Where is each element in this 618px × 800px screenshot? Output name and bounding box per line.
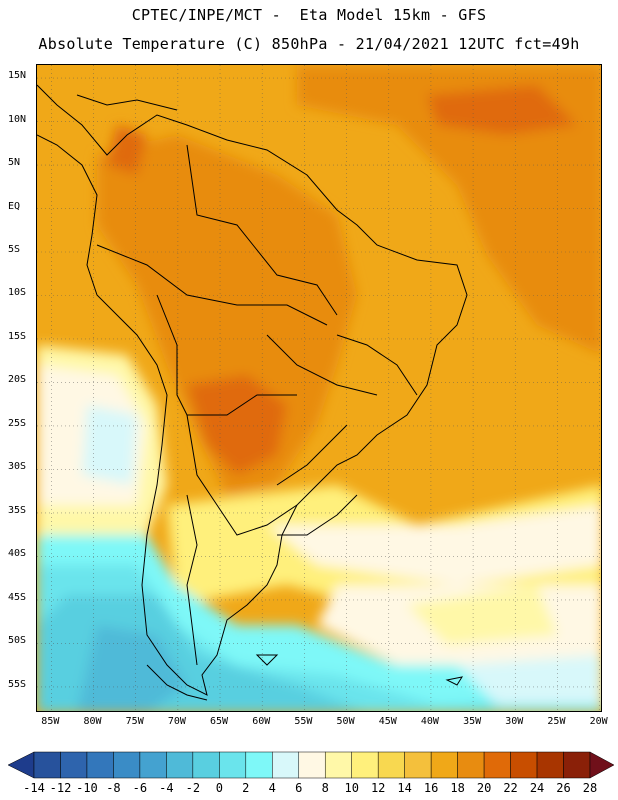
lon-tick-label: 65W bbox=[210, 716, 229, 727]
colorbar-swatch bbox=[457, 751, 485, 779]
colorbar-tick-label: 28 bbox=[582, 781, 598, 795]
lon-tick-label: 50W bbox=[336, 716, 355, 727]
colorbar-tick-label: 24 bbox=[529, 781, 545, 795]
colorbar-tick-label: -2 bbox=[185, 781, 201, 795]
lon-tick-label: 35W bbox=[463, 716, 482, 727]
colorbar-swatch bbox=[589, 751, 615, 779]
lat-tick-label: 50S bbox=[8, 635, 27, 647]
map-panel bbox=[36, 64, 602, 712]
title-field: Absolute Temperature (C) 850hPa - 21/04/… bbox=[38, 35, 580, 53]
lat-tick-label: 40S bbox=[8, 548, 27, 560]
lat-tick-label: EQ bbox=[8, 200, 21, 212]
colorbar-tick-label: 14 bbox=[397, 781, 412, 795]
colorbar-tick-label: 8 bbox=[321, 781, 329, 795]
lat-tick-label: 20S bbox=[8, 374, 27, 386]
colorbar-swatch bbox=[298, 751, 326, 779]
colorbar-tick-label: -10 bbox=[76, 781, 98, 795]
lon-tick-label: 25W bbox=[547, 716, 566, 727]
colorbar-swatch bbox=[351, 751, 379, 779]
colorbar-tick-label: 10 bbox=[344, 781, 359, 795]
colorbar-swatch bbox=[483, 751, 511, 779]
colorbar-swatch bbox=[377, 751, 405, 779]
lon-tick-label: 45W bbox=[378, 716, 397, 727]
lon-tick-label: 60W bbox=[252, 716, 271, 727]
lon-tick-label: 80W bbox=[83, 716, 102, 727]
colorbar-tick-label: 0 bbox=[215, 781, 223, 795]
lat-tick-label: 25S bbox=[8, 417, 27, 429]
colorbar-tick-label: -12 bbox=[49, 781, 72, 795]
colorbar-swatch bbox=[139, 751, 167, 779]
colorbar-swatch bbox=[404, 751, 432, 779]
lat-tick-label: 30S bbox=[8, 461, 27, 473]
colorbar-tick-label: 16 bbox=[423, 781, 439, 795]
colorbar-tick-label: 4 bbox=[268, 781, 276, 795]
colorbar-swatch bbox=[272, 751, 300, 779]
colorbar-tick-label: -8 bbox=[106, 781, 121, 795]
lon-tick-label: 85W bbox=[41, 716, 60, 727]
lon-tick-label: 30W bbox=[505, 716, 524, 727]
colorbar-swatch bbox=[33, 751, 61, 779]
lat-tick-label: 15N bbox=[8, 70, 27, 82]
lon-tick-label: 55W bbox=[294, 716, 313, 727]
lat-tick-label: 15S bbox=[8, 330, 27, 342]
lat-tick-label: 35S bbox=[8, 504, 27, 516]
colorbar-swatch bbox=[192, 751, 220, 779]
lat-tick-label: 10S bbox=[8, 287, 27, 299]
colorbar-tick-label: 12 bbox=[370, 781, 386, 795]
lat-tick-label: 5S bbox=[8, 244, 21, 255]
colorbar-tick-label: -4 bbox=[159, 781, 174, 795]
temperature-map bbox=[37, 65, 601, 711]
colorbar-swatch bbox=[86, 751, 114, 779]
colorbar-tick-label: 22 bbox=[503, 781, 518, 795]
colorbar-swatch bbox=[563, 751, 591, 779]
colorbar-swatch bbox=[113, 751, 141, 779]
title-model: CPTEC/INPE/MCT - Eta Model 15km - GFS bbox=[131, 6, 487, 24]
lat-tick-label: 55S bbox=[8, 678, 27, 690]
coastlines bbox=[37, 84, 468, 701]
colorbar-tick-label: 26 bbox=[556, 781, 571, 795]
colorbar-tick-label: 2 bbox=[242, 781, 250, 795]
colorbar-swatch bbox=[7, 751, 35, 779]
colorbar-swatch bbox=[536, 751, 564, 779]
lat-tick-label: 10N bbox=[8, 113, 27, 125]
colorbar-swatch bbox=[324, 751, 352, 779]
temperature-shading bbox=[37, 65, 601, 711]
lon-tick-label: 40W bbox=[420, 716, 439, 727]
colorbar-tick-label: 6 bbox=[295, 781, 303, 795]
lon-tick-label: 70W bbox=[167, 716, 186, 727]
lon-tick-label: 75W bbox=[125, 716, 144, 727]
graticule bbox=[37, 65, 601, 711]
colorbar bbox=[7, 751, 615, 779]
colorbar-swatch bbox=[219, 751, 247, 779]
colorbar-swatch bbox=[510, 751, 538, 779]
lat-tick-label: 45S bbox=[8, 591, 27, 603]
colorbar-tick-label: 20 bbox=[476, 781, 492, 795]
colorbar-tick-label: 18 bbox=[450, 781, 465, 795]
colorbar-swatch bbox=[60, 751, 88, 779]
lat-tick-label: 5N bbox=[8, 157, 21, 169]
colorbar-swatch bbox=[245, 751, 273, 779]
colorbar-tick-label: -14 bbox=[23, 781, 45, 795]
colorbar-tick-label: -6 bbox=[132, 781, 148, 795]
colorbar-swatch bbox=[430, 751, 458, 779]
colorbar-swatch bbox=[166, 751, 194, 779]
lon-tick-label: 20W bbox=[589, 716, 608, 727]
